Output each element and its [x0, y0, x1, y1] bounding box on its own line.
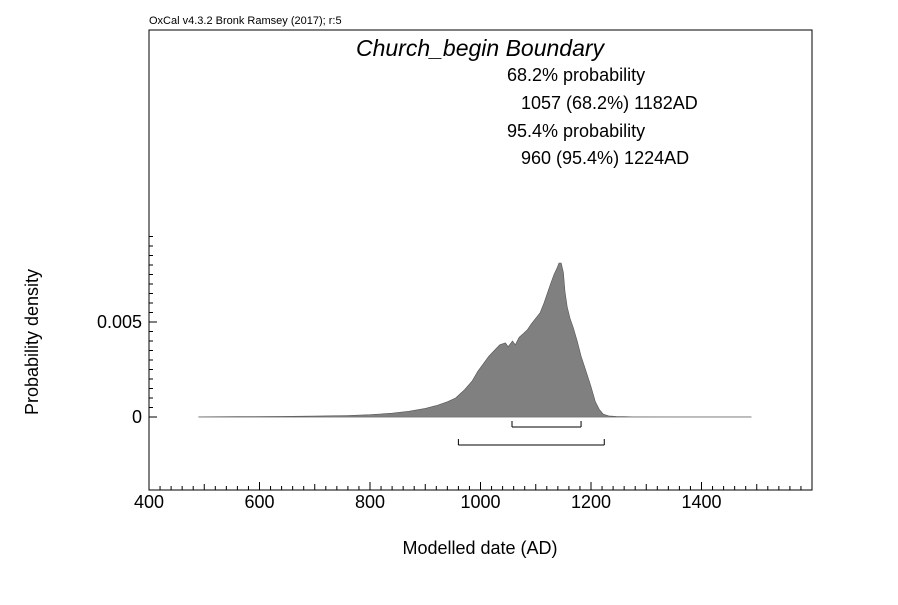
x-tick-label: 800	[355, 492, 385, 512]
x-tick-label: 1200	[571, 492, 611, 512]
software-credit: OxCal v4.3.2 Bronk Ramsey (2017); r:5	[149, 15, 342, 27]
y-tick-label: 0	[132, 407, 142, 427]
y-axis-title: Probability density	[22, 269, 42, 415]
chart-title: Church_begin Boundary	[356, 35, 606, 61]
range-1-summary: 1057 (68.2%) 1182AD	[521, 93, 698, 113]
range-brackets	[457, 421, 605, 446]
density-area	[198, 262, 752, 418]
range-1-label: 68.2% probability	[507, 65, 645, 85]
range-2-label: 95.4% probability	[507, 121, 645, 141]
x-tick-label: 1000	[460, 492, 500, 512]
x-tick-label: 1400	[681, 492, 721, 512]
x-tick-label: 600	[244, 492, 274, 512]
x-axis: 400 600 800 1000 1200 1400	[134, 482, 813, 512]
x-tick-label: 400	[134, 492, 164, 512]
x-axis-title: Modelled date (AD)	[402, 538, 557, 558]
range-2-summary: 960 (95.4%) 1224AD	[521, 148, 689, 168]
range-bracket-2	[457, 439, 605, 446]
y-axis: 0 0.005	[97, 236, 157, 427]
plot-frame	[148, 29, 813, 491]
range-bracket-1	[511, 421, 582, 428]
density-layer	[198, 262, 752, 418]
y-tick-label: 0.005	[97, 312, 142, 332]
